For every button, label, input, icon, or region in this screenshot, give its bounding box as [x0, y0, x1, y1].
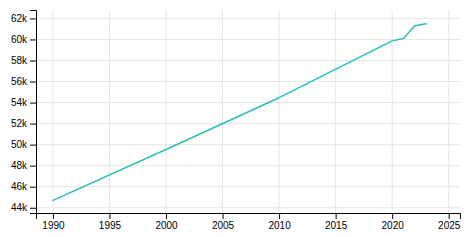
grid-line-x: [166, 10, 167, 213]
x-tick-label: 1995: [99, 220, 122, 231]
grid-line-x: [279, 10, 280, 213]
x-tick-mark: [53, 213, 54, 219]
y-tick: 50k: [11, 139, 36, 150]
y-tick-label: 60k: [11, 34, 28, 45]
grid: [36, 10, 460, 213]
x-tick-mark: [279, 213, 280, 219]
y-tick: 62k: [11, 13, 36, 24]
grid-line-y: [36, 18, 460, 19]
y-tick-label: 56k: [11, 76, 28, 87]
y-axis-line: [30, 11, 37, 214]
x-tick-label: 2000: [155, 220, 178, 231]
y-tick: 58k: [11, 55, 36, 66]
chart: 1990 1995 2000 2005 2010 2015 2020 2025 44k 46k 48…: [0, 0, 474, 237]
x-tick-mark: [336, 213, 337, 219]
line: [53, 24, 426, 201]
x-tick-mark: [223, 213, 224, 219]
y-tick-label: 46k: [11, 181, 28, 192]
grid-line-y: [36, 102, 460, 103]
y-tick-mark: [30, 145, 36, 146]
x-tick: 2005: [212, 213, 235, 231]
x-tick: 2025: [438, 213, 461, 231]
x-tick: 2010: [268, 213, 291, 231]
x-tick: 2000: [155, 213, 178, 231]
y-tick-mark: [30, 82, 36, 83]
plot: 1990 1995 2000 2005 2010 2015 2020 2025 44k 46k 48…: [11, 10, 461, 231]
y-axis: 44k 46k 48k 50k 52k 54k 56k 58k 60k 62k: [11, 11, 37, 214]
x-tick-label: 2015: [325, 220, 348, 231]
y-tick-label: 52k: [11, 118, 28, 129]
x-tick-mark: [449, 213, 450, 219]
y-tick-label: 54k: [11, 97, 28, 108]
y-tick: 54k: [11, 97, 36, 108]
marks: [53, 24, 426, 201]
y-tick-label: 62k: [11, 13, 28, 24]
y-tick-mark: [30, 208, 36, 209]
x-tick-label: 1990: [42, 220, 65, 231]
x-tick: 2015: [325, 213, 348, 231]
grid-line-y: [36, 186, 460, 187]
x-tick-label: 2025: [438, 220, 461, 231]
y-tick-label: 50k: [11, 139, 28, 150]
y-tick: 48k: [11, 160, 36, 171]
x-tick-mark: [109, 213, 110, 219]
grid-line-x: [335, 10, 336, 213]
x-tick-label: 2020: [382, 220, 405, 231]
grid-line-y: [36, 207, 460, 208]
y-tick: 56k: [11, 76, 36, 87]
y-tick-label: 44k: [11, 202, 28, 213]
x-tick: 1995: [99, 213, 122, 231]
x-tick-label: 2005: [212, 220, 235, 231]
y-tick-label: 48k: [11, 160, 28, 171]
grid-line-x: [222, 10, 223, 213]
x-tick-mark: [166, 213, 167, 219]
y-tick: 60k: [11, 34, 36, 45]
y-tick: 44k: [11, 202, 36, 213]
grid-line-x: [109, 10, 110, 213]
y-tick-mark: [30, 103, 36, 104]
y-tick-mark: [30, 187, 36, 188]
grid-line-y: [36, 165, 460, 166]
x-tick-mark: [392, 213, 393, 219]
x-tick: 2020: [382, 213, 405, 231]
y-tick-mark: [30, 18, 36, 19]
grid-line-y: [36, 81, 460, 82]
y-tick-mark: [30, 166, 36, 167]
x-axis: 1990 1995 2000 2005 2010 2015 2020 2025: [37, 213, 461, 231]
grid-line-y: [36, 123, 460, 124]
x-tick-label: 2010: [268, 220, 291, 231]
grid-line-x: [52, 10, 53, 213]
grid-line-y: [36, 144, 460, 145]
y-tick-mark: [30, 60, 36, 61]
grid-line-y: [36, 60, 460, 61]
y-tick: 52k: [11, 118, 36, 129]
y-tick-mark: [30, 124, 36, 125]
x-tick: 1990: [42, 213, 65, 231]
grid-line-x: [448, 10, 449, 213]
y-tick-mark: [30, 39, 36, 40]
x-axis-line: [37, 214, 461, 220]
y-tick-label: 58k: [11, 55, 28, 66]
y-tick: 46k: [11, 181, 36, 192]
